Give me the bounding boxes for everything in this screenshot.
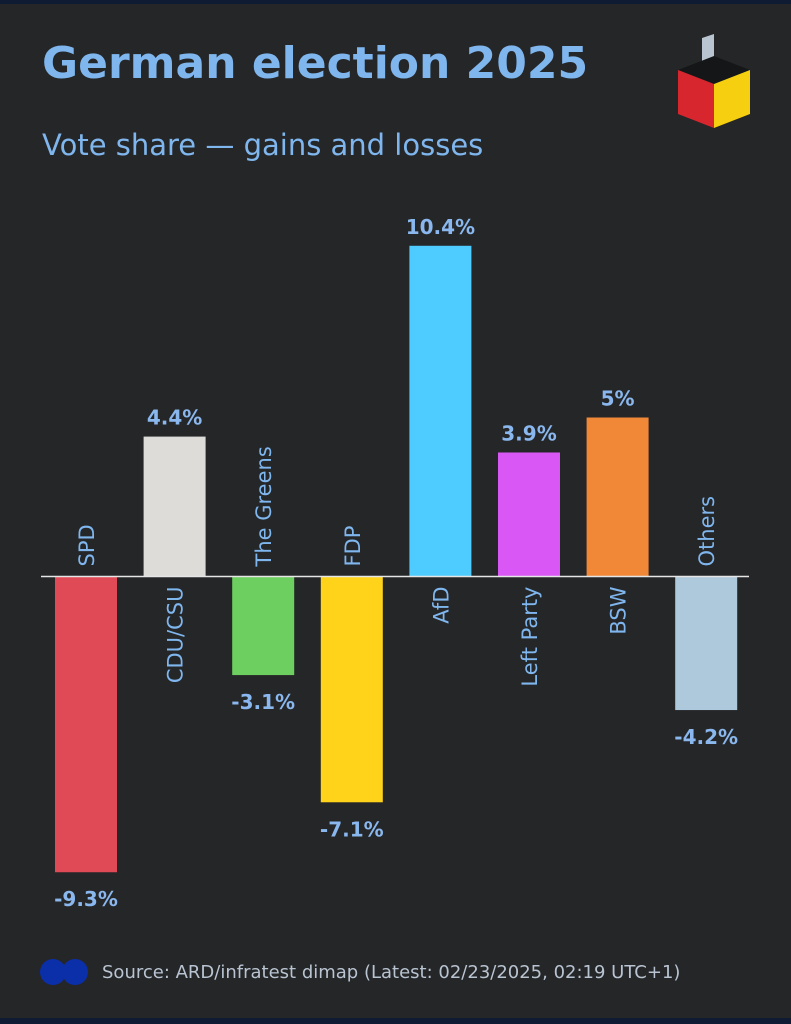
value-label: -9.3% [54, 887, 118, 911]
value-label: 4.4% [147, 406, 202, 430]
value-label: -7.1% [320, 817, 384, 841]
page-subtitle: Vote share — gains and losses [42, 128, 484, 162]
ballot-box-icon [678, 34, 750, 128]
bar-cdu-csu [143, 436, 206, 577]
bar-afd [409, 245, 472, 577]
bar-bsw [586, 417, 649, 577]
category-label: AfD [429, 587, 453, 624]
footer: Source: ARD/infratest dimap (Latest: 02/… [40, 956, 680, 988]
bar-left-party [498, 452, 560, 577]
value-label: -4.2% [674, 725, 738, 749]
category-label: Others [695, 496, 719, 567]
category-label: Left Party [518, 587, 542, 687]
value-label: 3.9% [501, 421, 556, 445]
category-label: BSW [607, 586, 631, 634]
bars-layer [55, 245, 738, 873]
bar-spd [55, 576, 117, 873]
source-text: Source: ARD/infratest dimap (Latest: 02/… [102, 961, 681, 983]
labels-layer: -9.3% SPD 4.4% CDU/CSU -3.1% The Greens -7.1% F… [54, 215, 738, 911]
bar-the-greens [232, 576, 295, 676]
category-label: SPD [75, 524, 99, 566]
bar-fdp [320, 576, 383, 803]
page-title: German election 2025 [42, 38, 589, 89]
bar-others [675, 576, 738, 711]
category-label: The Greens [252, 446, 276, 567]
value-label: 10.4% [406, 215, 475, 239]
dw-logo [40, 959, 88, 985]
category-label: FDP [341, 526, 365, 567]
value-label: -3.1% [231, 690, 295, 714]
value-label: 5% [601, 387, 635, 411]
category-label: CDU/CSU [164, 587, 188, 684]
